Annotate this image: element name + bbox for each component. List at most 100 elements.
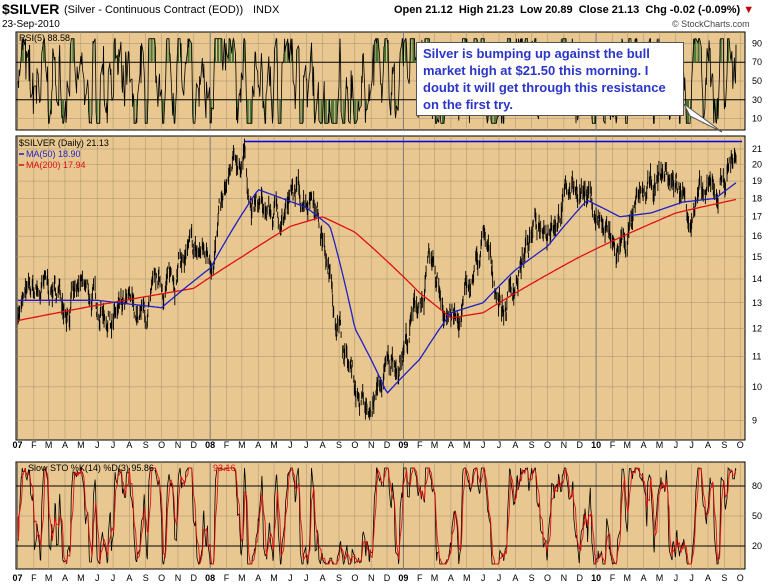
x-tick-label: A	[126, 573, 132, 583]
x-tick-label: J	[497, 440, 502, 450]
x-tick-label: F	[31, 573, 37, 583]
x-tick-label: 09	[398, 573, 408, 583]
x-tick-label: M	[77, 440, 85, 450]
x-tick-label: A	[512, 440, 518, 450]
chg-value: -0.02 (-0.09%)	[669, 4, 741, 16]
x-tick-label: O	[351, 440, 358, 450]
x-tick-label: 09	[398, 440, 408, 450]
x-tick-label: O	[544, 440, 551, 450]
x-tick-label: A	[320, 440, 326, 450]
x-tick-label: F	[224, 440, 230, 450]
x-tick-label: A	[255, 440, 261, 450]
price-tick-label: 14	[752, 274, 762, 284]
x-tick-label: J	[304, 573, 309, 583]
x-tick-label: J	[95, 440, 100, 450]
x-tick-label: F	[224, 573, 230, 583]
x-tick-label: M	[623, 440, 631, 450]
x-tick-label: O	[544, 573, 551, 583]
x-tick-label: M	[431, 440, 439, 450]
x-tick-label: A	[255, 573, 261, 583]
x-tick-label: M	[77, 573, 85, 583]
x-tick-label: S	[721, 573, 727, 583]
x-tick-label: O	[351, 573, 358, 583]
x-tick-label: S	[143, 573, 149, 583]
open-label: Open	[394, 4, 423, 16]
x-tick-label: J	[288, 573, 293, 583]
x-tick-label: 08	[205, 440, 215, 450]
x-tick-label: A	[641, 573, 647, 583]
x-tick-label: F	[610, 440, 616, 450]
price-tick-label: 11	[752, 351, 761, 361]
x-tick-label: M	[431, 573, 439, 583]
x-tick-label: D	[384, 440, 391, 450]
high-label: High	[458, 4, 484, 16]
x-tick-label: S	[143, 440, 149, 450]
annotation-callout: Silver is bumping up against the bull ma…	[416, 42, 684, 116]
x-tick-label: M	[623, 573, 631, 583]
x-tick-label: M	[463, 573, 471, 583]
open-value: 21.12	[425, 4, 453, 16]
x-tick-label: D	[191, 440, 198, 450]
x-tick-label: M	[238, 573, 246, 583]
x-tick-label: A	[448, 573, 454, 583]
ma200-legend: MA(200) 17.94	[26, 160, 86, 170]
x-tick-label: N	[368, 573, 375, 583]
x-tick-label: N	[175, 440, 182, 450]
x-tick-label: A	[448, 440, 454, 450]
x-tick-label: J	[111, 440, 116, 450]
down-arrow-icon: ▼	[743, 4, 755, 16]
x-tick-label: O	[158, 573, 165, 583]
x-tick-label: M	[45, 573, 53, 583]
rsi-tick-label: 10	[752, 114, 762, 124]
sto-d-legend: 93.16	[213, 463, 236, 473]
x-tick-label: O	[737, 573, 744, 583]
symbol: $SILVER	[2, 1, 60, 17]
x-tick-label: M	[656, 440, 664, 450]
x-tick-label: M	[463, 440, 471, 450]
x-tick-label: S	[336, 440, 342, 450]
price-tick-label: 20	[752, 160, 762, 170]
price-tick-label: 12	[752, 323, 762, 333]
low-label: Low	[520, 4, 543, 16]
price-tick-label: 10	[752, 382, 762, 392]
x-tick-label: J	[674, 440, 679, 450]
sto-d-line	[17, 466, 737, 566]
x-tick-label: F	[417, 573, 423, 583]
x-tick-label: J	[689, 440, 694, 450]
x-tick-label: J	[674, 573, 679, 583]
x-tick-label: J	[304, 440, 309, 450]
x-tick-label: F	[610, 573, 616, 583]
x-tick-label: A	[62, 573, 68, 583]
price-tick-label: 15	[752, 252, 762, 262]
x-tick-label: M	[238, 440, 246, 450]
x-tick-label: S	[529, 573, 535, 583]
x-tick-label: A	[512, 573, 518, 583]
x-tick-label: J	[288, 440, 293, 450]
x-tick-label: 07	[12, 573, 22, 583]
ma200-line	[17, 198, 737, 322]
price-tick-label: 21	[752, 144, 762, 154]
x-tick-label: M	[270, 440, 278, 450]
rsi-tick-label: 70	[752, 57, 762, 67]
x-tick-label: A	[126, 440, 132, 450]
x-tick-label: A	[62, 440, 68, 450]
exchange: INDX	[253, 4, 280, 16]
watermark: © StockCharts.com	[672, 19, 750, 29]
x-tick-label: N	[561, 440, 568, 450]
x-tick-label: M	[270, 573, 278, 583]
x-tick-label: N	[561, 573, 568, 583]
x-tick-label: J	[481, 440, 486, 450]
callout-pointer	[683, 103, 723, 133]
x-tick-label: A	[705, 440, 711, 450]
x-tick-label: F	[31, 440, 37, 450]
price-legend: $SILVER (Daily) 21.13	[19, 138, 109, 148]
rsi-tick-label: 30	[752, 95, 762, 105]
x-tick-label: A	[641, 440, 647, 450]
rsi-tick-label: 50	[752, 76, 762, 86]
price-tick-label: 16	[752, 231, 762, 241]
close-label: Close	[578, 4, 609, 16]
rsi-tick-label: 90	[752, 38, 762, 48]
x-tick-label: M	[656, 573, 664, 583]
low-value: 20.89	[545, 4, 573, 16]
rsi-line	[17, 37, 737, 125]
